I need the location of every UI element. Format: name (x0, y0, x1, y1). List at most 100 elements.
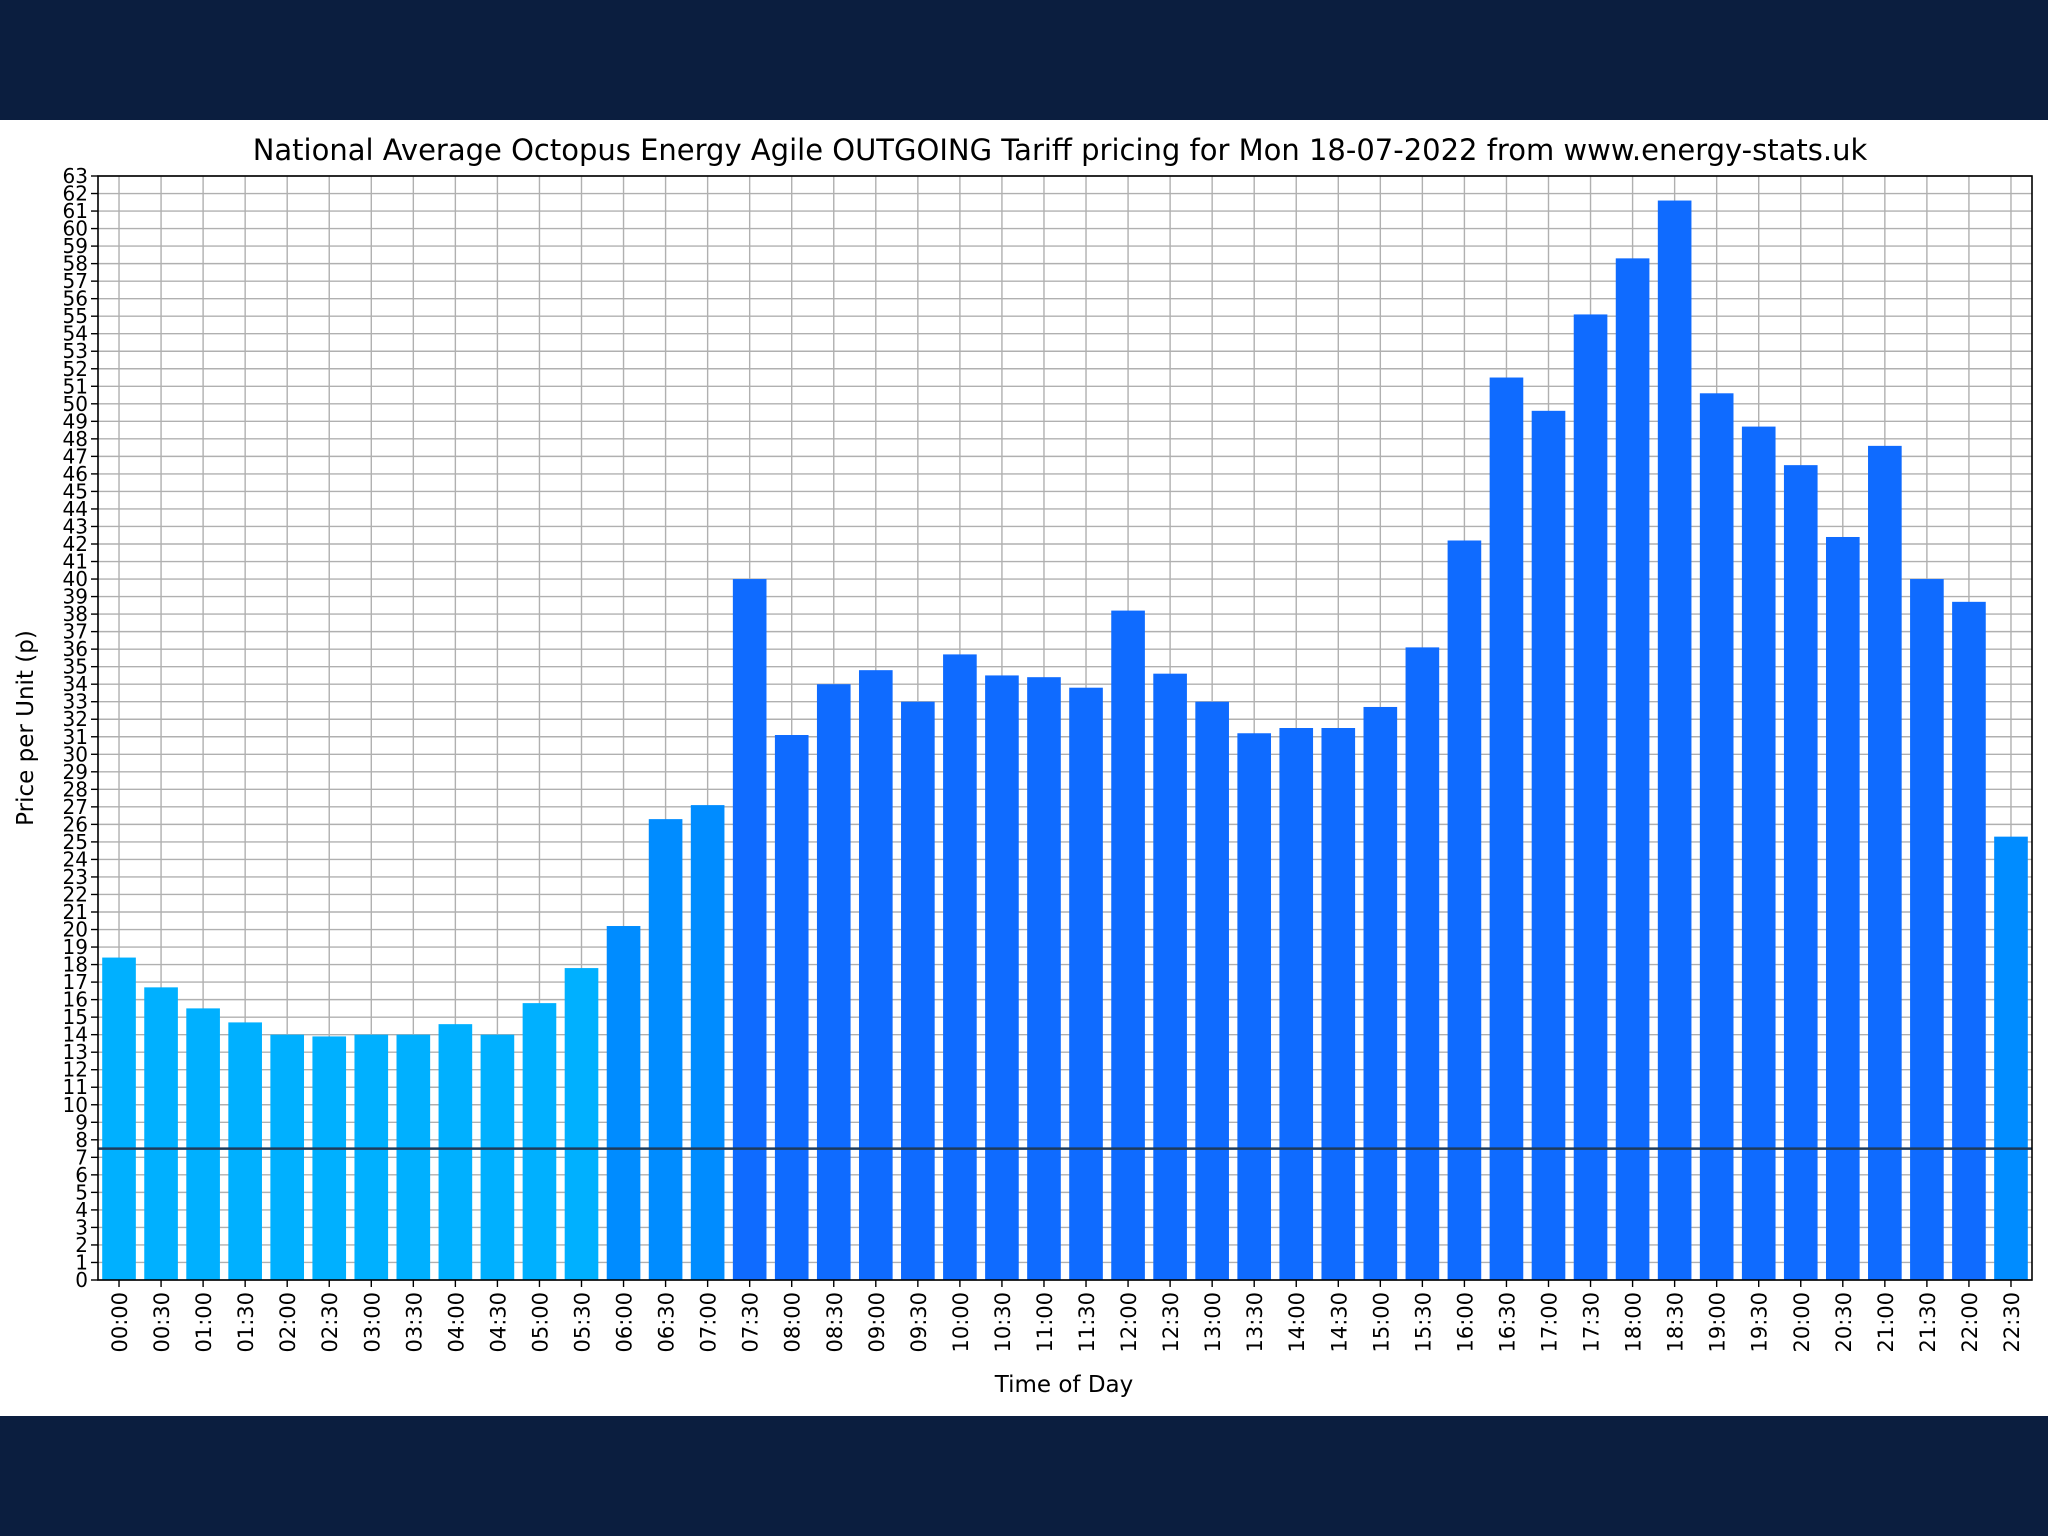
x-tick-label: 22:30 (2000, 1292, 2024, 1353)
y-tick-label: 53 (63, 339, 88, 363)
bar (1027, 677, 1061, 1280)
bar (312, 1036, 347, 1280)
bar (1321, 728, 1356, 1280)
x-tick-label: 01:00 (192, 1292, 216, 1353)
y-axis-label: Price per Unit (p) (13, 630, 39, 826)
x-tick-label: 20:00 (1790, 1292, 1814, 1353)
y-tick-label: 37 (63, 620, 88, 644)
y-tick-label: 3 (75, 1215, 88, 1239)
y-tick-label: 18 (63, 953, 88, 977)
y-tick-label: 0 (75, 1268, 88, 1292)
y-tick-label: 30 (63, 742, 88, 766)
y-tick-label: 4 (75, 1198, 88, 1222)
x-tick-label: 09:30 (907, 1292, 931, 1353)
x-tick-label: 05:00 (528, 1292, 552, 1353)
bar (648, 819, 683, 1280)
x-tick-label: 19:30 (1748, 1292, 1772, 1353)
x-tick-label: 04:30 (486, 1292, 510, 1353)
bar (1868, 445, 1902, 1280)
bar (144, 987, 178, 1280)
x-tick-label: 03:30 (402, 1292, 426, 1353)
x-tick-label: 11:30 (1075, 1292, 1099, 1353)
x-tick-label: 02:30 (318, 1292, 342, 1353)
bar (1573, 314, 1608, 1280)
y-tick-label: 23 (63, 865, 88, 889)
x-tick-label: 06:30 (655, 1292, 679, 1353)
y-tick-label: 13 (63, 1040, 88, 1064)
y-tick-label: 28 (63, 777, 88, 801)
bar (1447, 540, 1482, 1280)
y-tick-label: 20 (63, 918, 88, 942)
bar (438, 1024, 473, 1280)
y-tick-label: 22 (63, 882, 88, 906)
y-tick-label: 46 (63, 462, 88, 486)
x-tick-label: 17:00 (1538, 1292, 1562, 1353)
y-tick-label: 63 (63, 164, 88, 188)
y-tick-label: 51 (63, 374, 88, 398)
bar (1489, 377, 1524, 1280)
x-tick-label: 12:30 (1159, 1292, 1183, 1353)
x-tick-label: 22:00 (1958, 1292, 1982, 1353)
y-tick-label: 35 (63, 655, 88, 679)
bar (228, 1022, 262, 1280)
y-tick-label: 52 (63, 357, 88, 381)
x-tick-label: 16:00 (1453, 1292, 1477, 1353)
y-tick-label: 29 (63, 760, 88, 784)
chart: 0123456789101112131415161718192021222324… (13, 133, 2033, 1398)
y-tick-label: 24 (63, 847, 88, 871)
x-tick-label: 02:00 (276, 1292, 300, 1353)
bar (1783, 465, 1818, 1281)
y-tick-label: 57 (63, 269, 88, 293)
y-tick-label: 34 (63, 672, 88, 696)
x-tick-label: 00:00 (108, 1292, 132, 1353)
bar (1153, 673, 1187, 1280)
bar (858, 670, 893, 1280)
y-tick-label: 47 (63, 444, 88, 468)
x-tick-label: 04:00 (444, 1292, 468, 1353)
y-tick-label: 55 (63, 304, 88, 328)
y-tick-label: 9 (75, 1110, 88, 1134)
bar (732, 579, 767, 1280)
chart-figure: 0 1 2 3 4 5 6 7 8 9 10 11 12 13 14 15 16 17 18 19 20 21 22 23 24… (0, 120, 2048, 1416)
x-tick-label: 07:30 (739, 1292, 763, 1353)
y-tick-label: 6 (75, 1163, 88, 1187)
x-tick-label: 18:00 (1622, 1292, 1646, 1353)
y-tick-label: 54 (63, 322, 88, 346)
x-tick-label: 14:00 (1285, 1292, 1309, 1353)
bar (396, 1034, 431, 1280)
y-tick-label: 39 (63, 585, 88, 609)
y-tick-label: 19 (63, 935, 88, 959)
x-tick-label: 03:00 (360, 1292, 384, 1353)
x-tick-label: 05:30 (571, 1292, 595, 1353)
x-tick-label: 17:30 (1580, 1292, 1604, 1353)
bar (1741, 426, 1776, 1281)
y-tick-label: 7 (75, 1145, 88, 1169)
bar (1237, 733, 1272, 1280)
x-axis-label: Time of Day (994, 1372, 1134, 1398)
x-tick-label: 11:00 (1033, 1292, 1057, 1353)
x-tick-label: 08:00 (781, 1292, 805, 1353)
x-tick-label: 08:30 (823, 1292, 847, 1353)
y-axis-ticks: 0123456789101112131415161718192021222324… (63, 164, 98, 1292)
y-tick-label: 15 (63, 1005, 88, 1029)
y-tick-label: 36 (63, 637, 88, 661)
bar (1111, 610, 1145, 1280)
chart-title: National Average Octopus Energy Agile OU… (253, 133, 1868, 167)
y-tick-label: 8 (75, 1128, 88, 1152)
x-tick-label: 00:30 (150, 1292, 174, 1353)
y-tick-label: 44 (63, 497, 88, 521)
x-tick-label: 21:00 (1874, 1292, 1898, 1353)
bar (564, 968, 599, 1280)
y-tick-label: 59 (63, 234, 88, 258)
x-tick-label: 21:30 (1916, 1292, 1940, 1353)
y-tick-label: 2 (75, 1233, 88, 1257)
bar (1069, 687, 1103, 1280)
x-tick-label: 12:00 (1117, 1292, 1141, 1353)
x-tick-label: 13:30 (1243, 1292, 1267, 1353)
y-tick-label: 62 (63, 182, 88, 206)
bar (1657, 200, 1692, 1280)
bar (690, 805, 725, 1280)
x-axis-ticks: 00:00 00:30 01:00 01:30 02:00 02:30 03:00 03:30… (108, 1280, 2024, 1353)
x-tick-label: 10:00 (949, 1292, 973, 1353)
y-tick-label: 33 (63, 690, 88, 714)
